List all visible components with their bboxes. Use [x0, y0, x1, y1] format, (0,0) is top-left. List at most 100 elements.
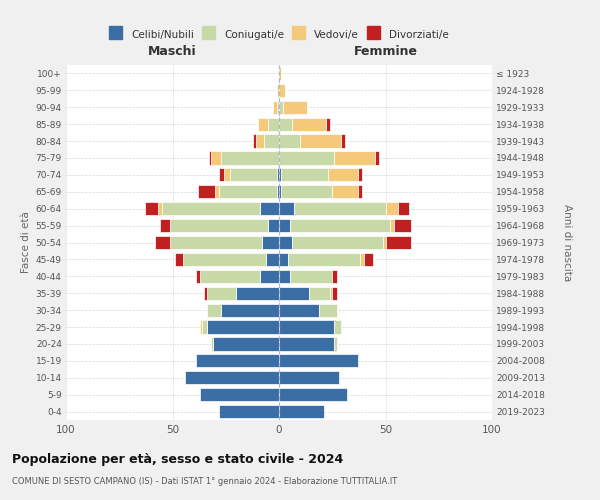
Bar	[364, 253, 373, 266]
Bar	[279, 152, 334, 164]
Bar	[230, 168, 277, 181]
Bar	[334, 338, 337, 350]
Bar	[319, 304, 337, 316]
Bar	[211, 338, 213, 350]
Bar	[277, 168, 279, 181]
Bar	[256, 134, 264, 147]
Bar	[220, 185, 277, 198]
Bar	[292, 118, 326, 131]
Legend: Celibi/Nubili, Coniugati/e, Vedovi/e, Divorziati/e: Celibi/Nubili, Coniugati/e, Vedovi/e, Di…	[109, 30, 449, 40]
Bar	[205, 286, 206, 300]
Bar	[279, 185, 281, 198]
Bar	[290, 219, 390, 232]
Bar	[170, 236, 262, 249]
Bar	[309, 286, 330, 300]
Bar	[330, 286, 332, 300]
Bar	[279, 134, 301, 147]
Bar	[209, 152, 211, 164]
Bar	[279, 219, 290, 232]
Bar	[221, 152, 279, 164]
Bar	[224, 168, 230, 181]
Bar	[332, 185, 358, 198]
Y-axis label: Fasce di età: Fasce di età	[22, 212, 31, 274]
Text: Maschi: Maschi	[148, 45, 197, 58]
Bar	[221, 304, 279, 316]
Bar	[341, 134, 345, 147]
Bar	[279, 100, 283, 114]
Bar	[279, 270, 290, 283]
Y-axis label: Anni di nascita: Anni di nascita	[562, 204, 572, 281]
Bar	[326, 118, 330, 131]
Bar	[266, 253, 279, 266]
Bar	[220, 168, 224, 181]
Bar	[200, 320, 202, 334]
Bar	[398, 202, 409, 215]
Bar	[328, 168, 358, 181]
Bar	[279, 354, 358, 368]
Bar	[287, 253, 360, 266]
Bar	[279, 236, 292, 249]
Bar	[200, 388, 279, 401]
Text: Popolazione per età, sesso e stato civile - 2024: Popolazione per età, sesso e stato civil…	[12, 452, 343, 466]
Bar	[268, 118, 279, 131]
Bar	[200, 270, 260, 283]
Bar	[386, 236, 411, 249]
Bar	[277, 84, 279, 97]
Bar	[145, 202, 158, 215]
Bar	[383, 236, 386, 249]
Bar	[281, 168, 328, 181]
Bar	[290, 270, 332, 283]
Bar	[332, 270, 337, 283]
Bar	[281, 185, 332, 198]
Bar	[206, 286, 236, 300]
Bar	[301, 134, 341, 147]
Bar	[236, 286, 279, 300]
Bar	[215, 185, 220, 198]
Bar	[279, 338, 334, 350]
Bar	[211, 152, 221, 164]
Bar	[262, 236, 279, 249]
Bar	[279, 253, 287, 266]
Bar	[279, 67, 281, 80]
Bar	[394, 219, 411, 232]
Bar	[279, 320, 334, 334]
Bar	[279, 286, 309, 300]
Bar	[196, 354, 279, 368]
Bar	[279, 118, 292, 131]
Bar	[375, 152, 379, 164]
Bar	[277, 185, 279, 198]
Bar	[332, 286, 337, 300]
Bar	[202, 320, 206, 334]
Bar	[334, 152, 375, 164]
Bar	[279, 168, 281, 181]
Bar	[253, 134, 256, 147]
Bar	[386, 202, 398, 215]
Bar	[260, 270, 279, 283]
Bar	[258, 118, 268, 131]
Bar	[279, 388, 347, 401]
Bar	[213, 338, 279, 350]
Bar	[170, 219, 268, 232]
Bar	[198, 185, 215, 198]
Text: Femmine: Femmine	[353, 45, 418, 58]
Bar	[260, 202, 279, 215]
Bar	[160, 219, 170, 232]
Bar	[358, 168, 362, 181]
Bar	[206, 320, 279, 334]
Bar	[158, 202, 162, 215]
Bar	[360, 253, 364, 266]
Bar	[283, 100, 307, 114]
Bar	[206, 304, 221, 316]
Bar	[183, 253, 266, 266]
Bar	[185, 371, 279, 384]
Bar	[272, 100, 277, 114]
Bar	[175, 253, 183, 266]
Bar	[334, 320, 341, 334]
Bar	[264, 134, 279, 147]
Bar	[294, 202, 386, 215]
Bar	[279, 371, 338, 384]
Bar	[220, 405, 279, 418]
Bar	[155, 236, 170, 249]
Bar	[279, 405, 324, 418]
Bar	[268, 219, 279, 232]
